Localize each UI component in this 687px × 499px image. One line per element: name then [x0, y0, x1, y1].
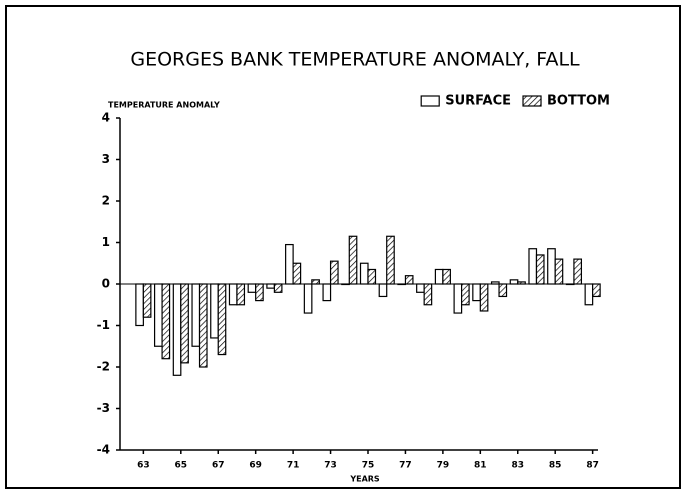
bar [303, 283, 313, 314]
bar [341, 283, 350, 286]
bar [423, 283, 433, 306]
legend-label: SURFACE [445, 94, 511, 109]
y-tick-label: -4 [97, 443, 110, 457]
bar [453, 283, 463, 314]
bar [292, 262, 302, 285]
bar [479, 283, 489, 312]
x-tick-label: 65 [175, 461, 188, 471]
y-tick-label: -2 [97, 360, 110, 374]
x-tick-label: 63 [137, 461, 150, 471]
x-tick-label: 87 [586, 461, 599, 471]
bar [228, 283, 238, 306]
x-tick-label: 83 [511, 461, 524, 471]
legend-label: BOTTOM [547, 94, 610, 109]
x-tick-label: 81 [474, 461, 487, 471]
x-tick-label: 85 [549, 461, 562, 471]
bar [348, 235, 358, 285]
x-tick-label: 79 [437, 461, 450, 471]
bar [386, 235, 395, 285]
legend-swatch [522, 95, 542, 107]
y-tick-label: 3 [102, 152, 110, 166]
y-tick-label: 2 [102, 194, 110, 208]
bar [255, 283, 264, 302]
bar [210, 283, 219, 339]
bar [135, 283, 144, 327]
bar [517, 281, 526, 285]
bar [584, 283, 594, 306]
bar [266, 283, 275, 289]
bar [311, 279, 320, 285]
bar [416, 283, 425, 293]
frame [5, 5, 681, 489]
x-tick-label: 73 [324, 461, 337, 471]
bar [397, 283, 407, 286]
bar [273, 283, 283, 293]
bar [472, 283, 481, 302]
bar [490, 281, 500, 285]
legend-swatch [420, 95, 440, 107]
bar [191, 283, 201, 347]
bar [161, 283, 171, 360]
x-tick-label: 69 [249, 461, 262, 471]
x-tick-label: 77 [399, 461, 412, 471]
bar [285, 243, 294, 285]
bar [461, 283, 470, 306]
x-tick-label: 67 [212, 461, 225, 471]
bar [217, 283, 227, 356]
x-tick-label: 75 [362, 461, 375, 471]
chart-title: GEORGES BANK TEMPERATURE ANOMALY, FALL [130, 49, 580, 71]
bar [198, 283, 208, 368]
y-tick-label: 4 [102, 111, 110, 125]
bar [172, 283, 182, 376]
y-tick-label: 0 [102, 277, 110, 291]
bar [442, 268, 451, 285]
bar [547, 248, 556, 285]
bar [153, 283, 163, 347]
bar [434, 268, 444, 285]
bar [592, 283, 601, 298]
bar [498, 283, 508, 298]
bar [509, 279, 519, 285]
bar [378, 283, 388, 298]
bar [142, 283, 152, 318]
x-axis-label: YEARS [349, 475, 380, 484]
bar [535, 254, 545, 285]
bar [573, 258, 583, 285]
bar [367, 268, 377, 285]
bar [180, 283, 189, 364]
bar [322, 283, 332, 302]
bar [359, 262, 369, 285]
bar [528, 248, 538, 285]
y-tick-label: 1 [102, 235, 110, 249]
bar [236, 283, 246, 306]
bar [554, 258, 564, 285]
bar [404, 275, 414, 285]
x-tick-label: 71 [287, 461, 300, 471]
bar [247, 283, 257, 293]
bar [329, 260, 339, 285]
y-tick-label: -1 [97, 318, 110, 332]
y-axis-label: TEMPERATURE ANOMALY [108, 101, 220, 110]
bar [565, 283, 575, 286]
y-tick-label: -3 [97, 401, 110, 415]
